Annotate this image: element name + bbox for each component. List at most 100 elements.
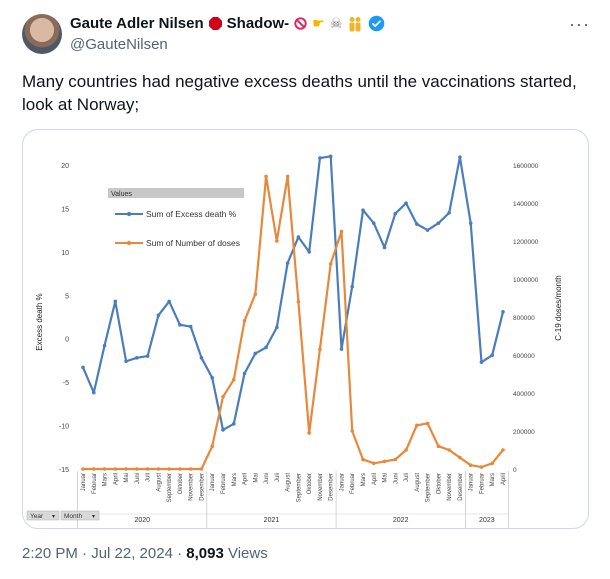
x-tick-label: November	[318, 473, 324, 501]
doses-point	[339, 229, 344, 234]
y-tick-label: -15	[59, 467, 69, 474]
people-icon	[349, 16, 361, 31]
x-tick-label: Desember	[458, 473, 464, 501]
no-entry-icon	[294, 17, 307, 30]
excess-death-point	[307, 250, 311, 254]
author-display-name[interactable]: Gaute Adler Nilsen	[70, 15, 204, 32]
x-tick-label: Juni	[264, 473, 270, 484]
pointing-hand-icon: ☛	[312, 15, 325, 32]
tweet-media-image[interactable]: -15 -10 -5 0 5 10 15 20 0 200000 400000 600000 8000…	[22, 129, 589, 529]
excess-death-point	[415, 222, 419, 226]
excess-death-point	[178, 323, 182, 327]
excess-death-point	[468, 221, 473, 225]
tweet-meta: 2:20 PM · Jul 22, 2024 · 8,093 Views	[22, 545, 268, 562]
y-tick-label: 15	[61, 206, 69, 213]
month-field-label: Month	[64, 513, 82, 520]
excess-death-point	[285, 261, 290, 265]
tweet-timestamp[interactable]: 2:20 PM · Jul 22, 2024 ·	[22, 545, 187, 562]
x-tick-label: Mai	[253, 473, 259, 483]
y-tick-label: 20	[61, 163, 69, 170]
excess-death-point	[156, 313, 161, 318]
month-field-dropdown-icon: ▾	[92, 514, 95, 520]
x-tick-label: Mai	[124, 473, 130, 483]
doses-point	[275, 239, 279, 243]
x-tick-label: April	[243, 473, 249, 485]
month-field-button[interactable]	[60, 510, 100, 521]
y2-tick-label: 400000	[513, 391, 535, 398]
year-label: 2020	[134, 517, 150, 524]
x-tick-label: Februar	[221, 473, 227, 494]
x-tick-label: April	[501, 473, 507, 485]
x-tick-label: August	[415, 473, 421, 492]
excess-death-point	[113, 299, 118, 304]
x-tick-label: Mars	[361, 473, 367, 486]
views-label: Views	[223, 545, 268, 562]
doses-point	[468, 463, 473, 468]
author-name-suffix[interactable]: Shadow-	[226, 15, 290, 32]
doses-point	[361, 457, 365, 462]
excess-death-point	[490, 353, 495, 358]
x-tick-label: Oktober	[436, 473, 442, 494]
excess-death-point	[102, 343, 107, 348]
x-tick-label: Januar	[81, 473, 87, 491]
excess-death-point	[264, 345, 268, 350]
doses-point	[221, 395, 225, 399]
doses-point	[371, 461, 376, 466]
more-options-button[interactable]: ···	[569, 14, 590, 34]
x-tick-label: April	[113, 473, 119, 485]
x-tick-label: Mai	[383, 473, 389, 483]
doses-point	[307, 431, 311, 435]
x-tick-label: Juli	[146, 473, 152, 482]
doses-point	[490, 461, 495, 466]
y-axis-title: Excess death %	[35, 293, 44, 350]
year-field-button[interactable]	[26, 510, 60, 521]
x-tick-label: Mars	[103, 473, 109, 486]
legend-label-doses: Sum of Number of doses	[146, 238, 240, 248]
excess-death-point	[242, 371, 247, 376]
doses-point	[296, 300, 301, 304]
x-tick-label: Februar	[350, 473, 356, 494]
doses-point	[102, 467, 107, 471]
excess-death-point	[382, 245, 387, 250]
excess-death-point	[81, 365, 85, 370]
excess-death-point	[361, 208, 365, 212]
x-tick-label: Juni	[393, 473, 399, 484]
doses-point	[404, 448, 408, 452]
y2-tick-label: 1600000	[513, 163, 539, 170]
excess-death-point	[425, 228, 430, 232]
excess-death-point	[479, 360, 484, 364]
doses-point	[231, 377, 236, 382]
excess-death-point	[231, 422, 236, 426]
doses-point	[167, 467, 171, 471]
doses-point	[156, 467, 161, 471]
excess-death-point	[371, 221, 376, 225]
x-tick-label: Desember	[329, 473, 335, 501]
doses-point	[425, 421, 430, 426]
excess-death-point	[328, 154, 333, 159]
excess-death-point	[210, 376, 215, 380]
author-avatar[interactable]	[22, 14, 62, 54]
y2-tick-label: 1000000	[513, 277, 539, 284]
author-handle[interactable]: @GauteNilsen	[70, 36, 168, 53]
x-tick-label: September	[426, 473, 432, 502]
excess-death-point	[253, 351, 258, 356]
doses-point	[458, 455, 462, 460]
y-tick-label: -5	[63, 380, 69, 387]
x-tick-label: Januar	[210, 473, 216, 491]
tweet-text: Many countries had negative excess death…	[22, 72, 577, 114]
x-tick-label: November	[447, 473, 453, 501]
author-name-row[interactable]: Gaute Adler Nilsen Shadow- ☛ ☠	[70, 15, 385, 32]
skull-icon: ☠	[329, 15, 343, 32]
doses-point	[285, 174, 290, 179]
excess-death-point	[296, 235, 301, 239]
x-tick-label: Januar	[469, 473, 475, 491]
doses-point	[135, 467, 139, 471]
doses-point	[91, 467, 96, 471]
y2-tick-label: 0	[513, 467, 517, 474]
doses-point	[436, 444, 441, 449]
doses-point	[124, 467, 128, 471]
doses-point	[199, 467, 204, 471]
year-label: 2022	[393, 517, 409, 524]
y2-tick-label: 200000	[513, 429, 535, 436]
y2-tick-label: 1400000	[513, 201, 539, 208]
